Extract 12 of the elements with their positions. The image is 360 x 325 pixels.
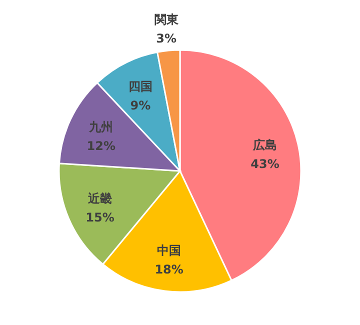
data-label: 43% xyxy=(250,156,280,171)
slice-label: 九州 xyxy=(88,120,114,134)
data-label: 15% xyxy=(86,210,114,225)
slice-label: 関東 xyxy=(154,12,180,26)
slice-label: 中国 xyxy=(157,243,182,258)
data-label: 3% xyxy=(156,31,177,46)
slice-label: 広島 xyxy=(252,138,278,152)
data-label: 12% xyxy=(86,138,116,153)
slice-label: 四国 xyxy=(128,79,152,94)
data-label: 9% xyxy=(130,98,151,112)
slice-label: 近畿 xyxy=(87,192,112,206)
data-label: 18% xyxy=(154,262,184,276)
